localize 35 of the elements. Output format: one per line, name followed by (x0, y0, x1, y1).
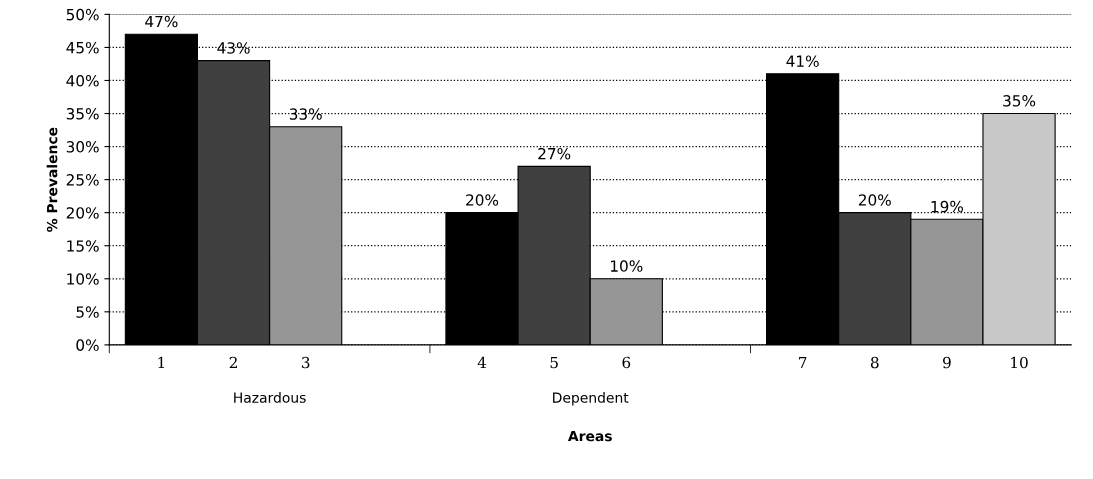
text: 6 (622, 356, 631, 369)
y-tick-label: 10% (67, 273, 99, 285)
text: 7 (799, 356, 807, 369)
text: 4 (477, 356, 487, 369)
y-tick-label: 40% (66, 74, 99, 87)
text: 5 (550, 356, 558, 369)
text: 3 (301, 356, 310, 369)
y-tick-label: 5% (76, 306, 99, 318)
y-tick-label: 50% (66, 8, 99, 21)
y-tick-label: 30% (66, 141, 99, 153)
y-tick-label: 25% (66, 174, 99, 186)
y-tick-label: 0% (76, 339, 99, 351)
data-label: 43% (217, 42, 250, 54)
y-tick-label: 45% (66, 41, 99, 54)
x-axis-title: Areas (567, 430, 612, 442)
data-label: 35% (1003, 95, 1036, 107)
y-tick-label: 35% (66, 107, 99, 120)
data-label: 47% (145, 15, 178, 28)
text: 2 (229, 356, 237, 369)
y-axis-title: % Prevalence (46, 127, 58, 232)
data-label: 27% (538, 147, 571, 160)
data-label: 20% (466, 194, 499, 206)
text: 8 (870, 356, 879, 369)
text: 9 (943, 356, 951, 369)
x-tick-label: Hazardous (234, 392, 306, 403)
data-label: 33% (289, 108, 322, 120)
text: 1 (158, 356, 165, 369)
y-tick-label: 20% (66, 207, 99, 219)
x-tick-label: Dependent (553, 392, 629, 406)
data-label: 20% (858, 194, 891, 206)
data-label: 10% (610, 260, 643, 272)
text: 10 (1011, 356, 1028, 369)
data-label: 19% (931, 200, 964, 213)
data-label: 41% (786, 55, 819, 67)
y-tick-label: 15% (67, 240, 99, 252)
